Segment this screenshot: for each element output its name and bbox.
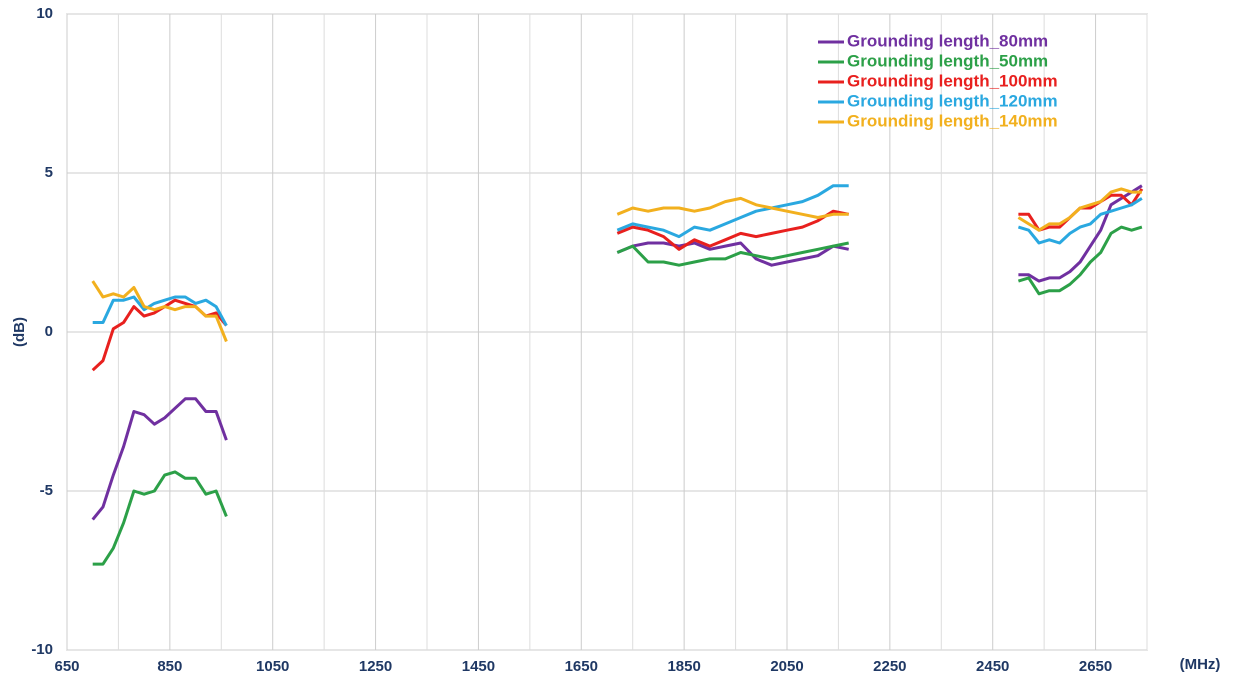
series-line	[91, 188, 1144, 372]
x-tick-label: 2650	[1079, 658, 1112, 675]
x-tick-label: 2250	[873, 658, 906, 675]
series-line	[91, 184, 1143, 521]
y-axis-label: (dB)	[11, 317, 28, 347]
x-tick-label: 850	[157, 658, 182, 675]
series-line	[91, 187, 1142, 343]
x-tick-label: 2450	[976, 658, 1009, 675]
x-tick-label: 1050	[256, 658, 289, 675]
x-axis-label: (MHz)	[1180, 656, 1221, 673]
legend-label: Grounding length_120mm	[847, 91, 1058, 110]
y-tick-label: 10	[36, 5, 53, 22]
y-tick-label: 0	[45, 323, 53, 340]
legend-label: Grounding length_140mm	[847, 111, 1058, 130]
x-tick-label: 650	[54, 658, 79, 675]
x-tick-label: 2050	[770, 658, 803, 675]
x-tick-label: 1450	[462, 658, 495, 675]
legend-label: Grounding length_100mm	[847, 71, 1058, 90]
x-tick-label: 1850	[667, 658, 700, 675]
y-tick-label: 5	[45, 164, 53, 181]
x-tick-label: 1250	[359, 658, 392, 675]
legend-label: Grounding length_80mm	[847, 31, 1048, 50]
series-line	[92, 184, 1143, 327]
y-tick-label: -10	[31, 641, 53, 658]
x-tick-label: 1650	[565, 658, 598, 675]
series-line	[92, 225, 1143, 566]
legend-label: Grounding length_50mm	[847, 51, 1048, 70]
y-tick-label: -5	[40, 482, 53, 499]
